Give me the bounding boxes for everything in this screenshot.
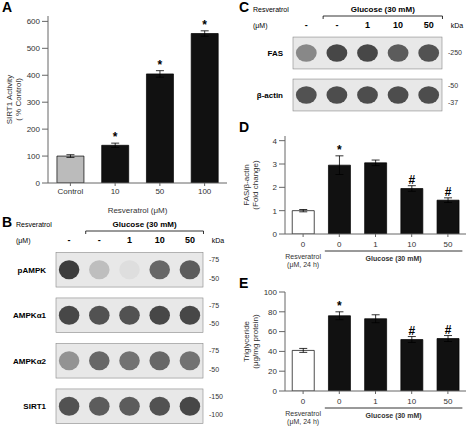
svg-text:10: 10 bbox=[407, 397, 416, 406]
svg-text:100: 100 bbox=[27, 152, 41, 161]
html-text:D: D bbox=[239, 119, 250, 135]
svg-text:-250: -250 bbox=[448, 49, 462, 56]
svg-text:pAMPK: pAMPK bbox=[18, 266, 47, 275]
svg-text:-: - bbox=[68, 235, 71, 245]
svg-text:600: 600 bbox=[27, 17, 41, 26]
svg-text:(μM): (μM) bbox=[253, 22, 268, 30]
svg-text:10: 10 bbox=[407, 240, 416, 249]
svg-text:50: 50 bbox=[424, 20, 434, 30]
svg-text:0: 0 bbox=[301, 240, 306, 249]
svg-text:400: 400 bbox=[27, 71, 41, 80]
svg-text:-50: -50 bbox=[209, 275, 219, 282]
svg-text:*: * bbox=[158, 58, 163, 72]
svg-text:-: - bbox=[305, 20, 308, 30]
svg-text:50: 50 bbox=[155, 187, 164, 196]
svg-text:0: 0 bbox=[36, 179, 41, 188]
svg-text:#: # bbox=[408, 324, 415, 338]
svg-text:Glucose (30 mM): Glucose (30 mM) bbox=[351, 5, 415, 14]
svg-text:3: 3 bbox=[273, 160, 278, 169]
svg-text:Resveratrol: Resveratrol bbox=[253, 6, 289, 13]
svg-text:80: 80 bbox=[268, 308, 277, 317]
svg-text:50: 50 bbox=[185, 235, 195, 245]
svg-text:Resveratrol: Resveratrol bbox=[285, 410, 321, 417]
html-text:E: E bbox=[239, 275, 249, 291]
svg-text:AMPKα1: AMPKα1 bbox=[13, 311, 46, 320]
svg-text:0: 0 bbox=[337, 397, 342, 406]
svg-text:Glucose (30 mM): Glucose (30 mM) bbox=[113, 220, 177, 229]
svg-text:Resveratrol: Resveratrol bbox=[285, 253, 321, 260]
svg-text:20: 20 bbox=[268, 367, 277, 376]
svg-text:1: 1 bbox=[373, 240, 378, 249]
svg-text:Resveratrol: Resveratrol bbox=[16, 221, 52, 228]
svg-text:-50: -50 bbox=[209, 366, 219, 373]
svg-text:kDa: kDa bbox=[212, 237, 225, 244]
svg-text:-50: -50 bbox=[448, 82, 458, 89]
svg-text:SIRT1 Activity( % Control): SIRT1 Activity( % Control) bbox=[8, 75, 23, 125]
svg-text:1: 1 bbox=[365, 20, 370, 30]
svg-text:0: 0 bbox=[273, 230, 278, 239]
svg-text:1: 1 bbox=[273, 207, 278, 216]
svg-text:-100: -100 bbox=[209, 411, 223, 418]
svg-text:100: 100 bbox=[198, 187, 212, 196]
svg-text:0: 0 bbox=[337, 240, 342, 249]
svg-text:#: # bbox=[445, 185, 452, 199]
svg-text:10: 10 bbox=[155, 235, 165, 245]
svg-text:Control: Control bbox=[57, 187, 83, 196]
svg-text:50: 50 bbox=[443, 240, 452, 249]
svg-text:#: # bbox=[445, 323, 452, 337]
svg-text:10: 10 bbox=[111, 187, 120, 196]
svg-text:0: 0 bbox=[273, 387, 278, 396]
svg-text:FAS: FAS bbox=[267, 49, 283, 58]
svg-text:β-actin: β-actin bbox=[257, 91, 283, 100]
html-text:A: A bbox=[2, 0, 13, 15]
svg-text:-75: -75 bbox=[209, 256, 219, 263]
svg-text:-150: -150 bbox=[209, 393, 223, 400]
svg-text:Glucose (30 mM): Glucose (30 mM) bbox=[366, 412, 422, 420]
svg-text:50: 50 bbox=[443, 397, 452, 406]
svg-text:0: 0 bbox=[301, 397, 306, 406]
svg-text:Glucose (30 mM): Glucose (30 mM) bbox=[366, 255, 422, 263]
svg-text:(μM): (μM) bbox=[16, 237, 31, 245]
svg-text:kDa: kDa bbox=[451, 22, 464, 29]
svg-text:*: * bbox=[337, 299, 342, 313]
svg-text:1: 1 bbox=[127, 235, 132, 245]
svg-text:#: # bbox=[408, 173, 415, 187]
svg-text:10: 10 bbox=[393, 20, 403, 30]
svg-text:*: * bbox=[113, 130, 118, 144]
svg-text:*: * bbox=[337, 143, 342, 157]
svg-text:(μM, 24 h): (μM, 24 h) bbox=[287, 261, 319, 269]
svg-text:Resveratrol (μM): Resveratrol (μM) bbox=[108, 206, 168, 215]
svg-text:-: - bbox=[335, 20, 338, 30]
svg-text:500: 500 bbox=[27, 44, 41, 53]
svg-text:SIRT1: SIRT1 bbox=[23, 402, 46, 411]
html-text:C: C bbox=[239, 0, 250, 15]
svg-text:60: 60 bbox=[268, 327, 277, 336]
svg-text:200: 200 bbox=[27, 125, 41, 134]
svg-text:(μM, 24 h): (μM, 24 h) bbox=[287, 418, 319, 426]
svg-text:2: 2 bbox=[273, 183, 278, 192]
html-text:B: B bbox=[2, 214, 13, 230]
svg-text:1: 1 bbox=[373, 397, 378, 406]
svg-text:-37: -37 bbox=[448, 99, 458, 106]
svg-text:FAS/β-actin(Fold change): FAS/β-actin(Fold change) bbox=[242, 160, 260, 210]
svg-text:-75: -75 bbox=[209, 347, 219, 354]
svg-text:4: 4 bbox=[273, 137, 278, 146]
svg-text:100: 100 bbox=[264, 288, 278, 297]
svg-text:-: - bbox=[98, 235, 101, 245]
svg-text:Triglyceride(μg/mg protein): Triglyceride(μg/mg protein) bbox=[242, 314, 260, 369]
svg-text:-75: -75 bbox=[209, 302, 219, 309]
svg-text:*: * bbox=[202, 18, 207, 32]
svg-text:300: 300 bbox=[27, 98, 41, 107]
svg-text:AMPKα2: AMPKα2 bbox=[13, 357, 46, 366]
svg-text:-50: -50 bbox=[209, 320, 219, 327]
svg-text:40: 40 bbox=[268, 347, 277, 356]
